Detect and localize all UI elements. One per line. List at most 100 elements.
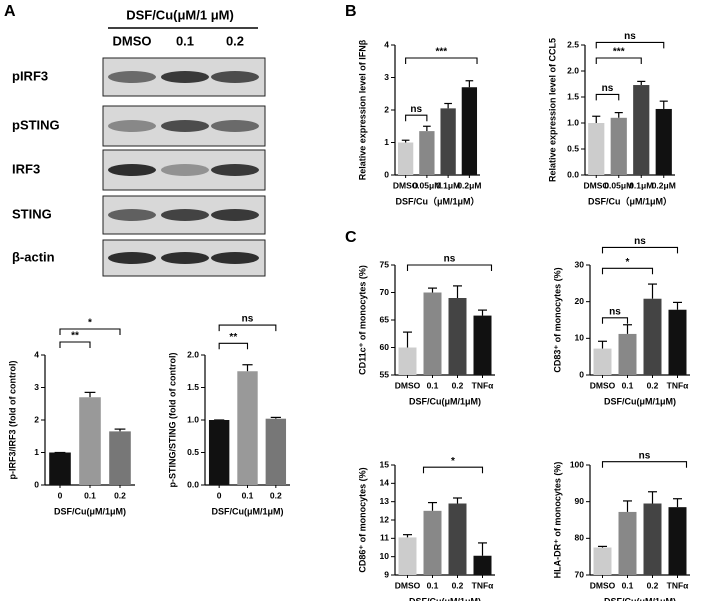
y-tick-label: 2 <box>384 104 389 114</box>
x-tick-label: 0.1 <box>622 380 634 390</box>
x-tick-label: DMSO <box>590 580 616 590</box>
y-axis-title: p-IRF3/IRF3 (fold of control) <box>7 361 17 480</box>
sig-bracket <box>601 267 654 275</box>
sig-label: ns <box>410 104 422 115</box>
x-tick-label: 0.1 <box>84 490 96 500</box>
sig-label: ns <box>444 254 456 265</box>
blot-band <box>211 71 259 83</box>
blot-band <box>161 252 209 264</box>
y-tick-label: 4 <box>34 349 39 359</box>
y-tick-label: 2.0 <box>567 65 579 75</box>
x-tick-label: 0 <box>58 490 63 500</box>
panel-label: A <box>4 3 16 20</box>
y-tick-label: 0.5 <box>187 447 199 457</box>
x-tick-label: 0.1 <box>622 580 634 590</box>
sig-bracket <box>601 461 688 468</box>
bar <box>593 348 612 375</box>
bar <box>448 298 467 375</box>
bar <box>593 547 612 575</box>
sig-label: ns <box>609 306 621 317</box>
blot-band <box>211 164 259 176</box>
blot-band <box>108 71 156 83</box>
y-tick-label: 30 <box>575 259 585 269</box>
sig-bracket <box>218 324 277 332</box>
sig-label: ns <box>634 236 646 247</box>
row-label: pIRF3 <box>12 68 48 83</box>
bar <box>618 511 637 575</box>
sig-label: * <box>451 456 455 467</box>
y-tick-label: 1 <box>384 137 389 147</box>
y-tick-label: 1.0 <box>187 414 199 424</box>
y-tick-label: 2.5 <box>567 39 579 49</box>
sig-bracket <box>218 342 249 350</box>
x-tick-label: 0.1 <box>242 490 254 500</box>
bar <box>668 507 687 575</box>
bar <box>397 142 414 175</box>
x-axis-title: DSF/Cu(μM/1μM) <box>211 506 283 516</box>
y-tick-label: 4 <box>384 39 389 49</box>
bar <box>473 315 492 375</box>
x-axis-title: DSF/Cu(μM/1μM) <box>604 596 676 601</box>
y-tick-label: 2.0 <box>187 349 199 359</box>
sig-bracket <box>405 57 478 64</box>
blot-band <box>161 71 209 83</box>
x-tick-label: DMSO <box>393 180 419 190</box>
x-tick-label: 0.1 <box>427 580 439 590</box>
sig-bracket <box>601 246 679 254</box>
bar <box>633 85 650 175</box>
sig-bracket <box>595 93 620 101</box>
sig-label: ** <box>71 331 79 342</box>
y-tick-label: 15 <box>380 459 390 469</box>
y-tick-label: 0 <box>34 479 39 489</box>
x-tick-label: 0.2 <box>452 380 464 390</box>
y-tick-label: 0.5 <box>567 143 579 153</box>
x-tick-label: 0.1 <box>427 380 439 390</box>
x-tick-label: TNFα <box>472 380 495 390</box>
sig-label: ** <box>229 332 237 343</box>
y-axis-title: p-STING/STING (fold of control) <box>167 353 177 488</box>
y-axis-title: CD83⁺ of monocytes (%) <box>552 267 562 372</box>
x-tick-label: 0.2 <box>270 490 282 500</box>
y-tick-label: 11 <box>380 533 389 543</box>
sig-bracket <box>595 41 665 49</box>
y-tick-label: 65 <box>380 314 390 324</box>
sig-label: * <box>626 257 630 268</box>
x-tick-label: 0.2μM <box>652 180 676 190</box>
y-tick-label: 10 <box>380 551 390 561</box>
x-tick-label: TNFα <box>472 580 495 590</box>
bar <box>618 333 637 375</box>
lane-label: 0.1 <box>176 33 194 48</box>
bar <box>49 452 71 485</box>
x-tick-label: 0.1μM <box>629 180 653 190</box>
sig-bracket <box>422 466 484 474</box>
y-tick-label: 1.0 <box>567 117 579 127</box>
blot-band <box>161 164 209 176</box>
sig-bracket <box>59 341 91 348</box>
sig-label: *** <box>613 47 625 58</box>
x-tick-label: 0 <box>217 490 222 500</box>
y-axis-title: HLA-DR⁺ of monocytes (%) <box>552 462 562 579</box>
blot-band <box>108 164 156 176</box>
bar <box>440 108 456 175</box>
bar <box>461 87 478 175</box>
sig-label: * <box>88 318 92 329</box>
panel-label: B <box>345 3 357 20</box>
bar <box>79 397 101 485</box>
sig-bracket <box>59 328 121 335</box>
bar <box>473 555 492 575</box>
x-axis-title: DSF/Cu(μM/1μM) <box>54 506 126 516</box>
y-tick-label: 70 <box>380 287 390 297</box>
bar <box>237 371 258 485</box>
bar <box>208 420 230 485</box>
x-axis-title: DSF/Cu（μM/1μM） <box>395 196 479 206</box>
blot-band <box>211 120 259 132</box>
bar <box>419 131 435 175</box>
bar <box>643 503 662 575</box>
sig-label: ns <box>602 83 614 94</box>
x-axis-title: DSF/Cu(μM/1μM) <box>604 396 676 406</box>
y-tick-label: 55 <box>380 369 390 379</box>
row-label: STING <box>12 206 52 221</box>
y-tick-label: 0 <box>384 169 389 179</box>
